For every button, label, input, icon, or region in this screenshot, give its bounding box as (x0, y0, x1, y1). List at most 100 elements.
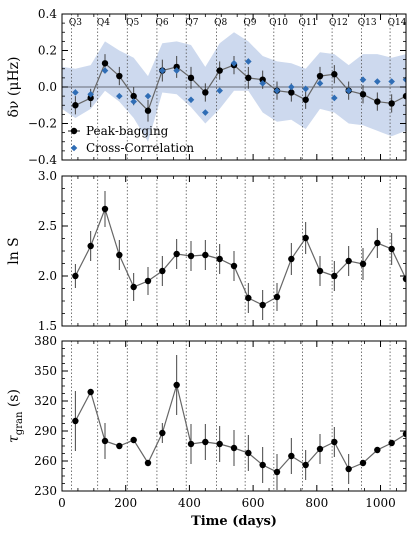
panel-1: Q3 Q4 Q5 Q6 Q7 Q8 Q9 Q10 Q11 Q12 Q13 Q14 −0.4 −0.2 0.0… (6, 7, 407, 167)
data-point (374, 98, 381, 105)
data-point (345, 465, 352, 473)
data-point (216, 440, 223, 448)
y-tick-label: 290 (34, 424, 57, 438)
y-tick-label: −0.4 (28, 153, 58, 167)
data-point (72, 417, 79, 425)
data-point (116, 442, 123, 450)
y-tick-label: −0.2 (28, 117, 57, 131)
data-point (302, 234, 309, 242)
data-point (331, 71, 338, 78)
data-point (245, 294, 252, 302)
quarter-label-q12: Q12 (329, 18, 348, 28)
data-point (202, 438, 209, 446)
cc-point (230, 59, 238, 67)
data-point (202, 89, 209, 96)
x-tick-label: 400 (178, 496, 201, 510)
data-point (101, 437, 109, 445)
data-point (302, 96, 309, 103)
data-point (144, 107, 152, 114)
quarter-label-q7: Q7 (185, 18, 198, 28)
data-point (187, 440, 195, 448)
quarter-label-q14: Q14 (388, 18, 407, 28)
y-tick-label: 0.2 (38, 44, 57, 58)
y-tick-label: 2.5 (38, 219, 57, 233)
data-point (173, 63, 180, 71)
data-point (230, 262, 238, 270)
plot-area (71, 176, 406, 326)
y-tick-label: 230 (34, 484, 57, 498)
data-point (216, 255, 223, 263)
cc-point (288, 83, 295, 91)
data-point (202, 251, 209, 259)
cc-point (245, 58, 252, 65)
data-point (87, 242, 94, 250)
y-axis-label: ln S (6, 237, 22, 265)
panel-3: 230 260 290 320 350 380 0 200 400 600 800 1000 τgran… (6, 334, 407, 529)
data-point (402, 430, 406, 438)
cc-point (216, 87, 223, 94)
data-point (316, 445, 324, 453)
cc-point (388, 78, 395, 85)
legend-marker-cc (70, 144, 78, 152)
cc-point (87, 91, 94, 98)
data-point (359, 459, 367, 467)
series-line (74, 207, 406, 306)
data-point (273, 468, 281, 476)
data-point (402, 275, 406, 283)
quarter-label-q6: Q6 (155, 18, 168, 28)
panels: Q3 Q4 Q5 Q6 Q7 Q8 Q9 Q10 Q11 Q12 Q13 Q14 −0.4 −0.2 0.0… (6, 7, 407, 529)
data-point (216, 67, 223, 74)
data-point (316, 72, 324, 80)
y-axis-label: δν (μHz) (6, 57, 22, 118)
quarter-label-q3: Q3 (69, 18, 82, 28)
x-tick-label: 1000 (365, 496, 396, 510)
quarter-label-q9: Q9 (243, 18, 256, 28)
cc-point (302, 85, 309, 93)
x-tick-label: 200 (114, 496, 137, 510)
y-tick-label: 380 (34, 334, 57, 348)
data-point (130, 92, 137, 100)
data-point (130, 283, 137, 291)
y-tick-label: 0.0 (38, 80, 57, 94)
plot-area (62, 14, 406, 160)
data-point (187, 74, 195, 82)
y-tick-label: 3.0 (38, 169, 57, 183)
legend-label-peak: Peak-bagging (86, 124, 169, 138)
data-point (388, 100, 395, 107)
data-point (187, 252, 195, 260)
data-point (331, 272, 338, 280)
cc-point (259, 80, 266, 87)
quarter-label-q10: Q10 (269, 18, 288, 28)
cc-point (316, 80, 324, 87)
cc-point (173, 67, 180, 74)
cc-point (359, 76, 367, 83)
data-point (388, 439, 395, 447)
data-point (173, 250, 180, 258)
quarter-label-q8: Q8 (214, 18, 227, 28)
legend: Peak-bagging Cross-Correlation (68, 124, 194, 155)
data-point (87, 94, 94, 102)
y-tick-label: 320 (34, 394, 57, 408)
data-point (259, 76, 266, 83)
data-point (159, 267, 166, 275)
x-tick-label: 0 (58, 496, 66, 510)
cc-point (187, 96, 195, 104)
series-line (74, 382, 406, 473)
x-axis-label: Time (days) (191, 514, 277, 529)
data-point (230, 444, 238, 452)
cc-point (116, 92, 123, 100)
cc-point (202, 109, 209, 116)
y-axis-label: τgran (s) (6, 389, 25, 443)
cc-point (345, 87, 352, 94)
data-point (144, 277, 152, 285)
cc-point (130, 98, 137, 105)
data-point (173, 381, 180, 389)
cc-point (273, 87, 281, 94)
data-point (101, 205, 109, 213)
plot-area (71, 341, 406, 491)
data-point (288, 255, 295, 263)
data-point (302, 461, 309, 469)
x-tick-label: 800 (305, 496, 328, 510)
data-point (245, 449, 252, 457)
